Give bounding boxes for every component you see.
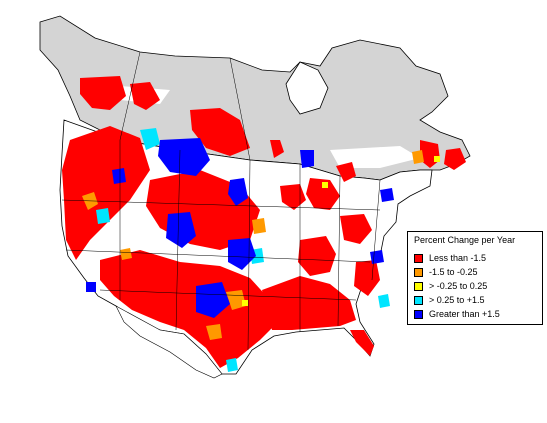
trend-greater-than-plus-1.5: [86, 138, 394, 318]
legend-label: Less than -1.5: [429, 253, 487, 263]
legend: Percent Change per Year Less than -1.5 -…: [407, 231, 543, 325]
legend-item: > 0.25 to +1.5: [414, 294, 485, 306]
legend-label: > -0.25 to 0.25: [429, 281, 488, 291]
unsampled-area: [330, 146, 420, 168]
trend-minus-1.5-to-minus-0.25: [82, 150, 424, 340]
legend-title: Percent Change per Year: [414, 235, 516, 245]
legend-label: -1.5 to -0.25: [429, 267, 478, 277]
mexico-landmass: [115, 305, 223, 379]
legend-item: > -0.25 to 0.25: [414, 280, 487, 292]
legend-item: -1.5 to -0.25: [414, 266, 478, 278]
legend-item: Less than -1.5: [414, 252, 486, 264]
legend-swatch: [414, 295, 423, 305]
legend-label: > 0.25 to +1.5: [429, 295, 485, 305]
legend-swatch: [414, 309, 423, 319]
trend-minus-0.25-to-0.25: [242, 156, 440, 306]
legend-swatch: [414, 281, 423, 291]
legend-label: Greater than +1.5: [429, 309, 500, 319]
legend-item: Greater than +1.5: [414, 308, 500, 320]
legend-swatch: [414, 253, 423, 263]
state-boundaries: [61, 51, 381, 351]
legend-swatch: [414, 267, 423, 277]
trend-less-than-minus-1.5: [62, 76, 466, 368]
hudson-bay: [285, 61, 329, 115]
